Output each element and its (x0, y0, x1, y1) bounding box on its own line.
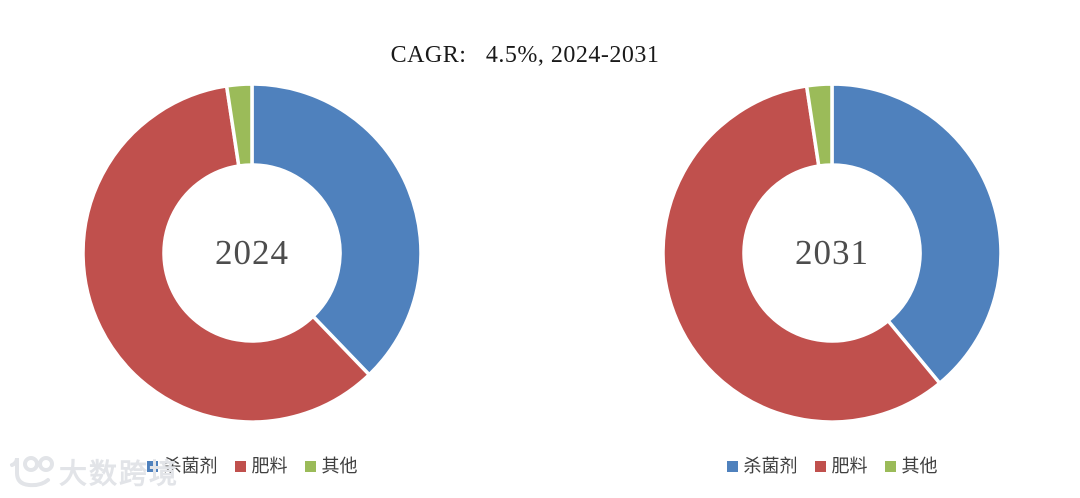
legend-item-fungicide: 杀菌剂 (146, 456, 218, 476)
donut-slice-fungicide (250, 82, 423, 377)
donut-2024-svg (81, 82, 423, 424)
chart-title: CAGR: 4.5%, 2024-2031 (390, 42, 660, 68)
donut-slice-other (224, 82, 254, 168)
legend-label-fertilizer: 肥料 (831, 456, 868, 476)
legend-item-fertilizer: 肥料 (814, 456, 868, 476)
donut-slice-other (804, 82, 834, 168)
legend-item-other: 其他 (304, 456, 358, 476)
legend-swatch-fungicide (146, 460, 158, 472)
legend-2024: 杀菌剂 肥料 其他 (79, 452, 425, 480)
donut-chart-2024: 2024 (79, 80, 425, 426)
donut-slice-fertilizer (81, 84, 371, 424)
legend-label-other: 其他 (901, 456, 938, 476)
legend-item-fertilizer: 肥料 (234, 456, 288, 476)
legend-swatch-fertilizer (234, 460, 246, 472)
legend-item-other: 其他 (884, 456, 938, 476)
donut-slice-fertilizer (661, 84, 942, 424)
legend-swatch-fungicide (726, 460, 738, 472)
donut-chart-2031: 2031 (659, 80, 1005, 426)
legend-swatch-other (884, 460, 896, 472)
legend-swatch-other (304, 460, 316, 472)
100-logo-icon (10, 456, 54, 488)
legend-item-fungicide: 杀菌剂 (726, 456, 798, 476)
watermark-text: 大数跨境 (59, 458, 180, 489)
watermark: 大数跨境 (8, 452, 179, 492)
legend-swatch-fertilizer (814, 460, 826, 472)
legend-2031: 杀菌剂 肥料 其他 (659, 452, 1005, 480)
legend-label-fungicide: 杀菌剂 (163, 456, 218, 476)
legend-label-other: 其他 (321, 456, 358, 476)
donut-2031-svg (661, 82, 1003, 424)
legend-label-fertilizer: 肥料 (251, 456, 288, 476)
donut-slice-fungicide (830, 82, 1003, 385)
legend-label-fungicide: 杀菌剂 (743, 456, 798, 476)
